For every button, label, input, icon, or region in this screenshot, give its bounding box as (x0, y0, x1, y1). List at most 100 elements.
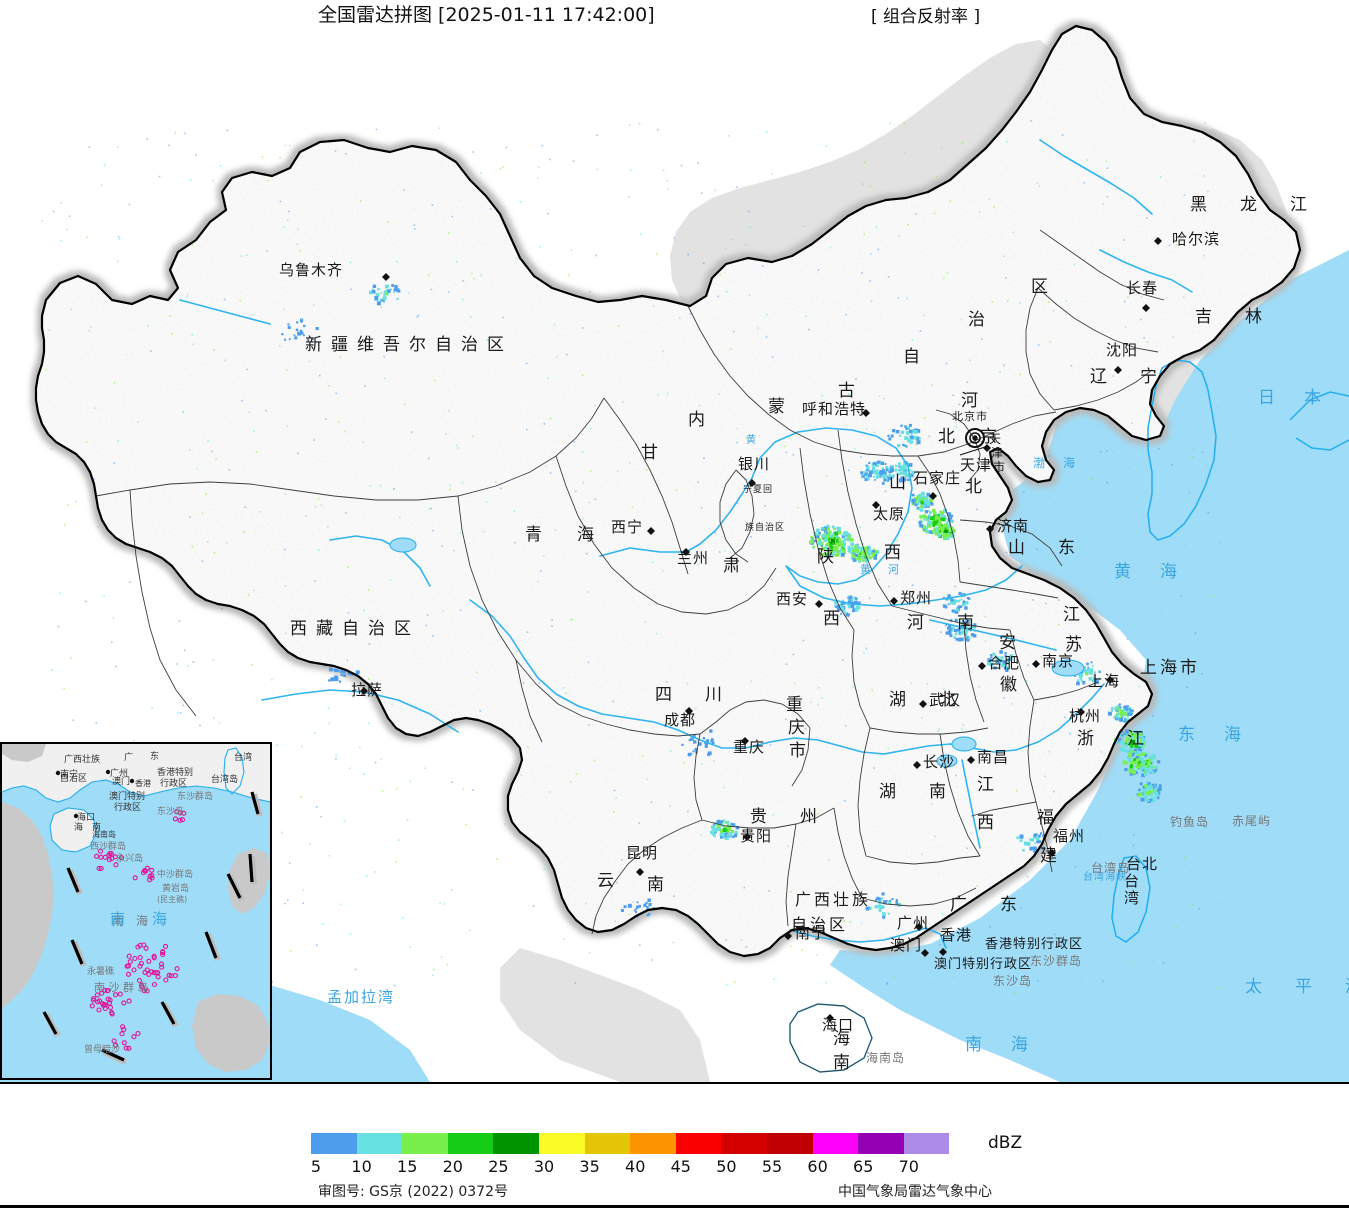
province-label-55: 族自治区 (745, 521, 785, 533)
radar-noise-cell (284, 902, 286, 905)
radar-noise-cell (1187, 820, 1189, 822)
inset-label-10: 澳门特别 (109, 790, 145, 802)
radar-echo-cell (1113, 716, 1115, 719)
radar-echo-cell (903, 468, 906, 471)
radar-echo-cell (946, 527, 949, 530)
reef-mark (149, 867, 155, 873)
radar-noise-cell (673, 237, 676, 239)
province-label-40: 广西壮族 (795, 890, 871, 909)
radar-echo-cell (947, 626, 951, 630)
radar-noise-cell (1049, 340, 1052, 343)
radar-echo-cell (1131, 709, 1134, 712)
radar-echo-cell (838, 538, 841, 541)
radar-echo-cell (809, 540, 813, 544)
radar-echo-cell (1135, 764, 1139, 769)
radar-echo-cell (698, 742, 702, 746)
radar-echo-cell (1029, 838, 1033, 842)
radar-noise-cell (113, 462, 116, 464)
radar-noise-cell (694, 707, 697, 710)
radar-echo-cell (1146, 791, 1149, 794)
radar-noise-cell (1045, 602, 1047, 605)
radar-noise-cell (808, 328, 810, 331)
reef-mark (174, 966, 180, 972)
radar-echo-cell (879, 470, 883, 474)
radar-echo-cell (882, 469, 885, 472)
radar-echo-cell (372, 290, 376, 294)
island-label-0: 钓鱼岛 (1170, 814, 1209, 829)
radar-echo-cell (852, 555, 856, 558)
radar-noise-cell (1214, 471, 1216, 473)
radar-echo-cell (716, 824, 721, 828)
south-china-sea-inset[interactable]: 广西壮族 自治区广东南宁 广州 香港特别 行政区 澳门 香港 澳门特别 行政区 台湾 台湾岛 海口海 … (0, 742, 272, 1080)
radar-echo-cell (942, 514, 947, 519)
radar-noise-cell (573, 441, 576, 443)
radar-echo-cell (1126, 718, 1129, 721)
capital-marker-beijing (959, 428, 986, 456)
radar-echo-cell (926, 518, 929, 521)
province-border-18 (1033, 681, 1099, 701)
radar-noise-cell (516, 650, 518, 652)
radar-noise-cell (301, 745, 303, 748)
reef-mark (160, 951, 166, 958)
radar-noise-cell (67, 504, 70, 506)
radar-noise-cell (334, 150, 337, 152)
reef-mark (119, 1031, 125, 1037)
city-marker-18 (919, 700, 927, 708)
radar-noise-cell (1198, 907, 1201, 910)
radar-noise-cell (849, 921, 852, 923)
radar-noise-cell (1057, 623, 1060, 626)
radar-noise-cell (450, 889, 453, 891)
radar-noise-cell (1006, 140, 1008, 143)
city-marker-27 (915, 923, 923, 931)
radar-noise-cell (1024, 537, 1027, 540)
radar-echo-cell (1125, 708, 1129, 711)
radar-noise-cell (702, 262, 705, 264)
colorbar-swatch-25 (493, 1133, 539, 1154)
radar-noise-cell (855, 378, 857, 380)
radar-noise-cell (1077, 748, 1080, 751)
radar-noise-cell (826, 475, 828, 477)
radar-echo-cell (377, 287, 380, 291)
inset-label-23: (民主礁) (157, 894, 187, 904)
reef-mark (106, 857, 112, 863)
radar-echo-cell (834, 554, 837, 557)
radar-noise-cell (1170, 424, 1172, 427)
radar-echo-cell (942, 536, 947, 541)
dbz-colorbar[interactable] (311, 1133, 950, 1154)
radar-echo-cell (906, 432, 908, 435)
radar-echo-cell (704, 744, 708, 748)
radar-echo-cell (1125, 706, 1128, 709)
radar-noise-cell (1193, 731, 1196, 733)
radar-echo-cell (891, 898, 894, 901)
radar-noise-cell (613, 810, 615, 813)
radar-noise-cell (360, 200, 362, 202)
radar-echo-cell (925, 496, 928, 499)
radar-echo-cell (1004, 654, 1007, 657)
radar-echo-cell (1002, 660, 1006, 664)
radar-echo-cell (1148, 765, 1153, 769)
radar-noise-cell (638, 122, 641, 125)
radar-echo-cell (1144, 754, 1147, 757)
radar-noise-cell (365, 874, 368, 877)
radar-noise-cell (354, 968, 357, 971)
radar-noise-cell (75, 500, 77, 503)
radar-noise-cell (667, 188, 669, 190)
radar-echo-cell (1033, 833, 1037, 837)
radar-noise-cell (740, 938, 743, 941)
radar-echo-cell (1129, 712, 1133, 716)
radar-noise-cell (468, 929, 471, 931)
city-marker-7 (682, 548, 690, 556)
radar-echo-cell (951, 628, 954, 632)
radar-echo-cell (933, 517, 935, 520)
radar-echo-cell (830, 553, 833, 556)
radar-noise-cell (750, 680, 752, 683)
radar-echo-cell (929, 496, 932, 499)
radar-echo-cell (901, 465, 905, 470)
radar-noise-cell (1053, 790, 1055, 793)
radar-noise-cell (1217, 406, 1219, 408)
radar-noise-cell (527, 746, 529, 749)
radar-noise-cell (541, 144, 544, 147)
